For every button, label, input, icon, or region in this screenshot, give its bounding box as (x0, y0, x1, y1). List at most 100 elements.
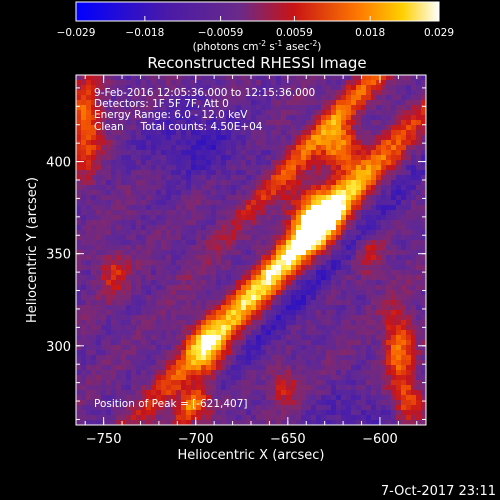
heatmap-cell (276, 150, 282, 156)
heatmap-cell (411, 100, 417, 106)
heatmap-cell (236, 145, 242, 151)
heatmap-cell (206, 385, 212, 391)
heatmap-cell (86, 205, 92, 211)
heatmap-cell (416, 80, 422, 86)
heatmap-cell (346, 275, 352, 281)
heatmap-cell (81, 415, 87, 421)
heatmap-cell (296, 100, 302, 106)
heatmap-cell (316, 105, 322, 111)
heatmap-cell (221, 150, 227, 156)
heatmap-cell (316, 200, 322, 206)
heatmap-cell (361, 345, 367, 351)
heatmap-cell (236, 300, 242, 306)
heatmap-cell (356, 230, 362, 236)
heatmap-cell (381, 210, 387, 216)
heatmap-cell (206, 250, 212, 256)
heatmap-cell (376, 100, 382, 106)
heatmap-cell (301, 120, 307, 126)
heatmap-cell (166, 270, 172, 276)
heatmap-cell (381, 295, 387, 301)
heatmap-cell (276, 250, 282, 256)
heatmap-cell (356, 255, 362, 261)
heatmap-cell (391, 260, 397, 266)
heatmap-cell (81, 75, 87, 81)
heatmap-cell (121, 270, 127, 276)
heatmap-cell (161, 385, 167, 391)
heatmap-cell (276, 165, 282, 171)
heatmap-cell (191, 410, 197, 416)
heatmap-cell (351, 135, 357, 141)
heatmap-cell (341, 405, 347, 411)
heatmap-cell (81, 310, 87, 316)
heatmap-cell (411, 370, 417, 376)
heatmap-cell (271, 100, 277, 106)
heatmap-cell (236, 315, 242, 321)
heatmap-cell (251, 320, 257, 326)
heatmap-cell (396, 325, 402, 331)
heatmap-cell (401, 310, 407, 316)
heatmap-cell (406, 290, 412, 296)
heatmap-cell (401, 390, 407, 396)
heatmap-cell (241, 180, 247, 186)
heatmap-cell (341, 330, 347, 336)
heatmap-cell (306, 220, 312, 226)
heatmap-cell (196, 140, 202, 146)
heatmap-cell (286, 415, 292, 421)
heatmap-cell (291, 415, 297, 421)
heatmap-cell (401, 195, 407, 201)
heatmap-cell (376, 195, 382, 201)
heatmap-cell (126, 310, 132, 316)
heatmap-cell (221, 130, 227, 136)
heatmap-cell (196, 210, 202, 216)
heatmap-cell (386, 195, 392, 201)
heatmap-cell (136, 180, 142, 186)
heatmap-cell (81, 80, 87, 86)
heatmap-cell (216, 345, 222, 351)
heatmap-cell (96, 265, 102, 271)
heatmap-cell (366, 340, 372, 346)
heatmap-cell (81, 285, 87, 291)
heatmap-cell (141, 245, 147, 251)
heatmap-cell (321, 380, 327, 386)
heatmap-cell (346, 335, 352, 341)
heatmap-cell (221, 160, 227, 166)
heatmap-cell (366, 145, 372, 151)
heatmap-cell (171, 235, 177, 241)
heatmap-cell (371, 415, 377, 421)
heatmap-cell (116, 210, 122, 216)
heatmap-cell (106, 420, 112, 425)
heatmap-cell (256, 350, 262, 356)
heatmap-cell (256, 400, 262, 406)
heatmap-cell (241, 135, 247, 141)
heatmap-cell (156, 110, 162, 116)
heatmap-cell (111, 190, 117, 196)
heatmap-cell (216, 355, 222, 361)
heatmap-cell (256, 85, 262, 91)
heatmap-cell (361, 265, 367, 271)
heatmap-cell (311, 160, 317, 166)
heatmap-cell (131, 420, 137, 425)
heatmap-cell (276, 365, 282, 371)
heatmap-cell (401, 400, 407, 406)
heatmap-cell (181, 145, 187, 151)
heatmap-cell (366, 415, 372, 421)
heatmap-cell (316, 180, 322, 186)
heatmap-cell (421, 245, 426, 251)
heatmap-cell (321, 105, 327, 111)
heatmap-cell (241, 340, 247, 346)
heatmap-cell (291, 185, 297, 191)
heatmap-cell (286, 95, 292, 101)
heatmap-cell (311, 400, 317, 406)
heatmap-cell (191, 220, 197, 226)
heatmap-cell (386, 180, 392, 186)
heatmap-cell (331, 160, 337, 166)
heatmap-cell (316, 235, 322, 241)
heatmap-cell (106, 375, 112, 381)
heatmap-cell (361, 240, 367, 246)
heatmap-cell (191, 285, 197, 291)
heatmap-cell (416, 380, 422, 386)
heatmap-cell (336, 385, 342, 391)
heatmap-cell (161, 350, 167, 356)
heatmap-cell (156, 270, 162, 276)
heatmap-cell (336, 335, 342, 341)
